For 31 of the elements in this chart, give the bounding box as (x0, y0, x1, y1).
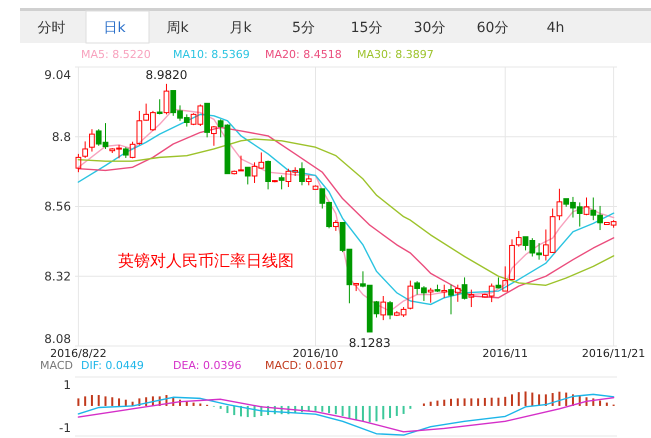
x-tick-label: 2016/8/22 (50, 347, 107, 360)
annotation: 8.1283 (348, 336, 391, 350)
legend-title: MACD (40, 359, 73, 372)
y-tick-label: 8.08 (44, 332, 71, 346)
y-tick-label: 8.8 (52, 130, 71, 144)
text: DIF: 0.0449 (81, 359, 144, 372)
text: 60分 (476, 20, 508, 36)
text: 5分 (292, 20, 315, 36)
text: MA30: 8.3897 (357, 48, 434, 61)
text: 日k (103, 20, 126, 36)
y-tick-label: 9.04 (44, 68, 71, 82)
text: 月k (229, 20, 252, 36)
y-tick-label: 8.56 (44, 200, 71, 214)
text: DEA: 0.0396 (173, 359, 242, 372)
text: 分时 (38, 20, 66, 36)
x-tick-label: 2016/10 (292, 347, 338, 360)
y-tick-label: -1 (59, 421, 71, 436)
text: 30分 (414, 20, 446, 36)
text: 周k (166, 20, 190, 36)
y-tick-label: 8.32 (44, 269, 71, 284)
text: MA5: 8.5220 (81, 48, 151, 61)
text: 英镑对人民币汇率日线图 (118, 251, 294, 270)
text: MA20: 8.4518 (265, 48, 342, 61)
text: MACD: 0.0107 (265, 359, 344, 372)
text: 15分 (350, 20, 382, 36)
annotation: 8.9820 (145, 68, 188, 82)
x-tick-label: 2016/11 (482, 347, 528, 360)
x-tick-label: 2016/11/21 (582, 347, 646, 360)
y-tick-label: 1 (63, 378, 71, 392)
text: 4h (546, 20, 564, 36)
text: MA10: 8.5369 (173, 48, 250, 61)
